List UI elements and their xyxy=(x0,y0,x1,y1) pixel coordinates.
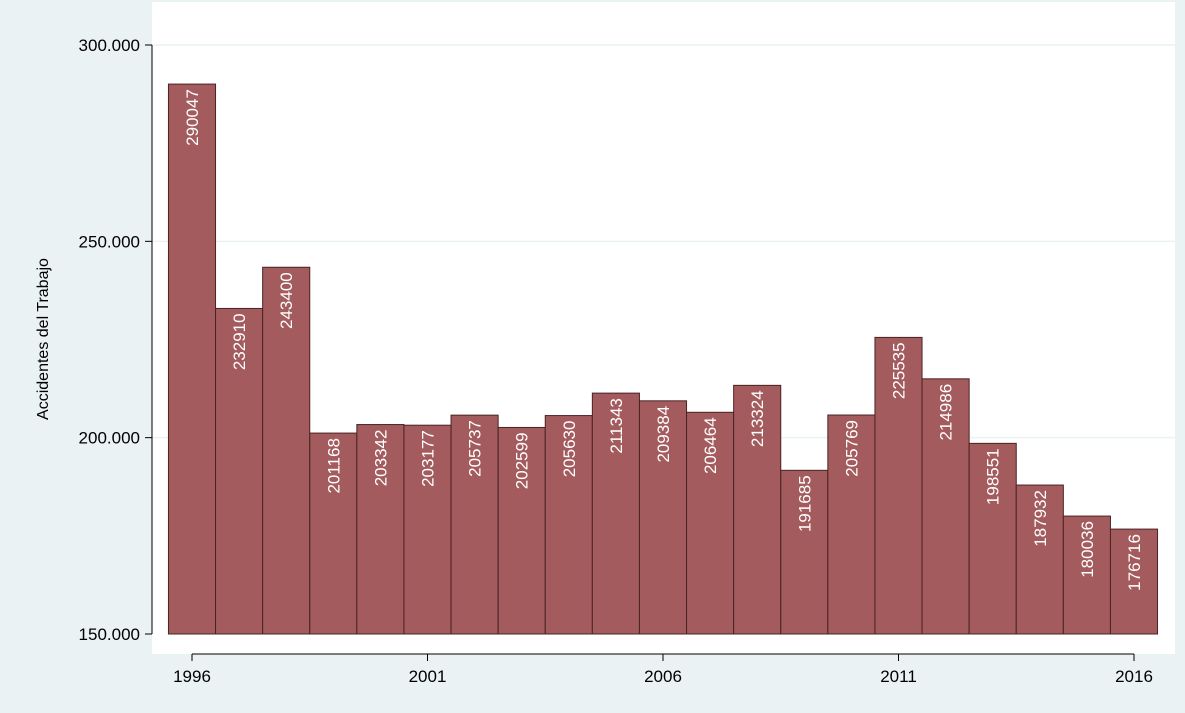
bars xyxy=(167,83,1159,635)
x-tick-label: 1996 xyxy=(173,667,211,686)
bar xyxy=(403,424,452,635)
bar xyxy=(450,414,499,635)
x-tick-label: 2016 xyxy=(1115,667,1153,686)
axes: 150.000 200.000 250.000 300.000 1996 2001 2006… xyxy=(79,36,1153,686)
bar-value-label: 198551 xyxy=(984,448,1003,505)
bar xyxy=(968,442,1017,635)
y-tick-label: 150.000 xyxy=(79,625,140,644)
y-axis-title: Accidentes del Trabajo xyxy=(35,258,52,420)
bar xyxy=(497,426,546,635)
bar-value-label: 290047 xyxy=(183,89,202,146)
bar-value-label: 191685 xyxy=(795,475,814,532)
x-tick-label: 2006 xyxy=(644,667,682,686)
bar-value-label: 203177 xyxy=(419,430,438,487)
bar-value-label: 205737 xyxy=(466,420,485,477)
bar-value-label: 209384 xyxy=(654,406,673,463)
bar xyxy=(215,307,264,635)
bar-value-label: 202599 xyxy=(513,432,532,489)
bar-value-label: 213324 xyxy=(748,390,767,447)
bar-value-label: 243400 xyxy=(277,272,296,329)
x-tick-label: 2001 xyxy=(409,667,447,686)
bar xyxy=(167,83,217,635)
bar-value-label: 211343 xyxy=(607,398,626,453)
bar-value-label: 201168 xyxy=(324,438,343,493)
bar-value-label: 180036 xyxy=(1078,521,1097,578)
bar xyxy=(827,414,876,635)
bar xyxy=(780,469,829,635)
bar xyxy=(544,415,593,635)
bar xyxy=(638,400,688,635)
bar xyxy=(1015,484,1064,635)
bar-value-label: 214986 xyxy=(937,384,956,441)
x-tick-label: 2011 xyxy=(880,667,917,686)
bar xyxy=(874,336,923,635)
bar-value-label: 205769 xyxy=(842,420,861,477)
bar xyxy=(1109,528,1159,635)
y-tick-label: 250.000 xyxy=(79,232,140,251)
bar xyxy=(921,378,970,635)
bar xyxy=(309,432,358,635)
bar-value-label: 176716 xyxy=(1125,534,1144,591)
bar-labels: 290047 232910 243400 201168 203342 203177 2057… xyxy=(183,89,1144,591)
bar-value-label: 187932 xyxy=(1031,490,1050,547)
bar xyxy=(262,266,311,635)
bar-value-label: 225535 xyxy=(890,342,909,399)
bar-value-label: 205630 xyxy=(560,421,579,478)
bar xyxy=(733,384,782,635)
bar-value-label: 232910 xyxy=(230,313,249,370)
bar-value-label: 206464 xyxy=(701,417,720,474)
bar xyxy=(356,424,405,635)
bar-value-label: 203342 xyxy=(371,430,390,487)
y-tick-label: 200.000 xyxy=(79,429,140,448)
y-tick-label: 300.000 xyxy=(79,36,140,55)
bar xyxy=(591,392,640,635)
